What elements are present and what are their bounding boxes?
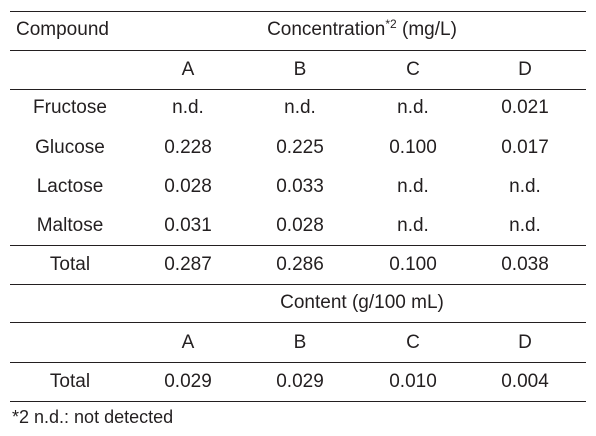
value-d: n.d.	[509, 215, 541, 236]
value-b: n.d.	[284, 97, 316, 118]
content-sample-label-d: D	[518, 332, 532, 353]
table-row-maltose: Maltose 0.031 0.028 n.d. n.d.	[10, 211, 586, 241]
content-sample-label-c: C	[406, 332, 420, 353]
compound-name: Fructose	[33, 97, 107, 118]
value-c: n.d.	[397, 215, 429, 236]
sample-label-rule	[10, 89, 586, 90]
compound-header: Compound	[16, 19, 109, 40]
value-a: 0.031	[164, 215, 212, 236]
content-total-value-a: 0.029	[164, 371, 212, 392]
bottom-rule	[10, 401, 586, 402]
content-total-row: Total 0.029 0.029 0.010 0.004	[10, 367, 586, 397]
value-b: 0.225	[276, 137, 324, 158]
sample-label-b: B	[293, 59, 307, 80]
sample-label-c: C	[406, 59, 420, 80]
value-d: 0.017	[501, 137, 549, 158]
footnote-marker: *2	[385, 17, 397, 31]
value-d: n.d.	[509, 176, 541, 197]
content-header-rule	[10, 322, 586, 323]
compound-name: Lactose	[36, 176, 104, 197]
value-b: 0.033	[276, 176, 324, 197]
compound-name: Maltose	[36, 215, 104, 236]
sample-label-row: A B C D	[10, 55, 586, 85]
compound-name: Glucose	[35, 137, 105, 158]
table-row-lactose: Lactose 0.028 0.033 n.d. n.d.	[10, 172, 586, 202]
sample-label-d: D	[518, 59, 532, 80]
total-value-c: 0.100	[389, 254, 437, 275]
total-value-d: 0.038	[501, 254, 549, 275]
total-value-b: 0.286	[276, 254, 324, 275]
content-total-value-d: 0.004	[501, 371, 549, 392]
content-header-row: Content (g/100 mL)	[10, 288, 586, 318]
value-c: n.d.	[397, 97, 429, 118]
concentration-total-row: Total 0.287 0.286 0.100 0.038	[10, 250, 586, 280]
value-b: 0.028	[276, 215, 324, 236]
value-a: n.d.	[172, 97, 204, 118]
content-sample-label-row: A B C D	[10, 328, 586, 358]
sample-label-a: A	[181, 59, 195, 80]
content-section-rule	[10, 284, 586, 285]
header-row: Compound Concentration*2 (mg/L)	[10, 15, 586, 45]
content-total-value-c: 0.010	[389, 371, 437, 392]
content-header: Content (g/100 mL)	[280, 292, 444, 313]
concentration-header-label: Concentration	[267, 19, 386, 40]
content-total-label: Total	[49, 371, 91, 392]
content-sample-label-a: A	[181, 332, 195, 353]
total-rule	[10, 245, 586, 246]
table-row-glucose: Glucose 0.228 0.225 0.100 0.017	[10, 133, 586, 163]
concentration-header: Concentration*2 (mg/L)	[138, 15, 586, 45]
table-row-fructose: Fructose n.d. n.d. n.d. 0.021	[10, 93, 586, 123]
value-a: 0.028	[164, 176, 212, 197]
value-c: 0.100	[389, 137, 437, 158]
total-value-a: 0.287	[164, 254, 212, 275]
top-rule	[10, 11, 586, 12]
header-rule	[10, 50, 586, 51]
value-a: 0.228	[164, 137, 212, 158]
content-sample-label-b: B	[293, 332, 307, 353]
value-d: 0.021	[501, 97, 549, 118]
concentration-unit: (mg/L)	[396, 19, 457, 40]
content-sample-rule	[10, 362, 586, 363]
content-total-value-b: 0.029	[276, 371, 324, 392]
value-c: n.d.	[397, 176, 429, 197]
total-label: Total	[49, 254, 91, 275]
footnote: *2 n.d.: not detected	[12, 407, 174, 427]
